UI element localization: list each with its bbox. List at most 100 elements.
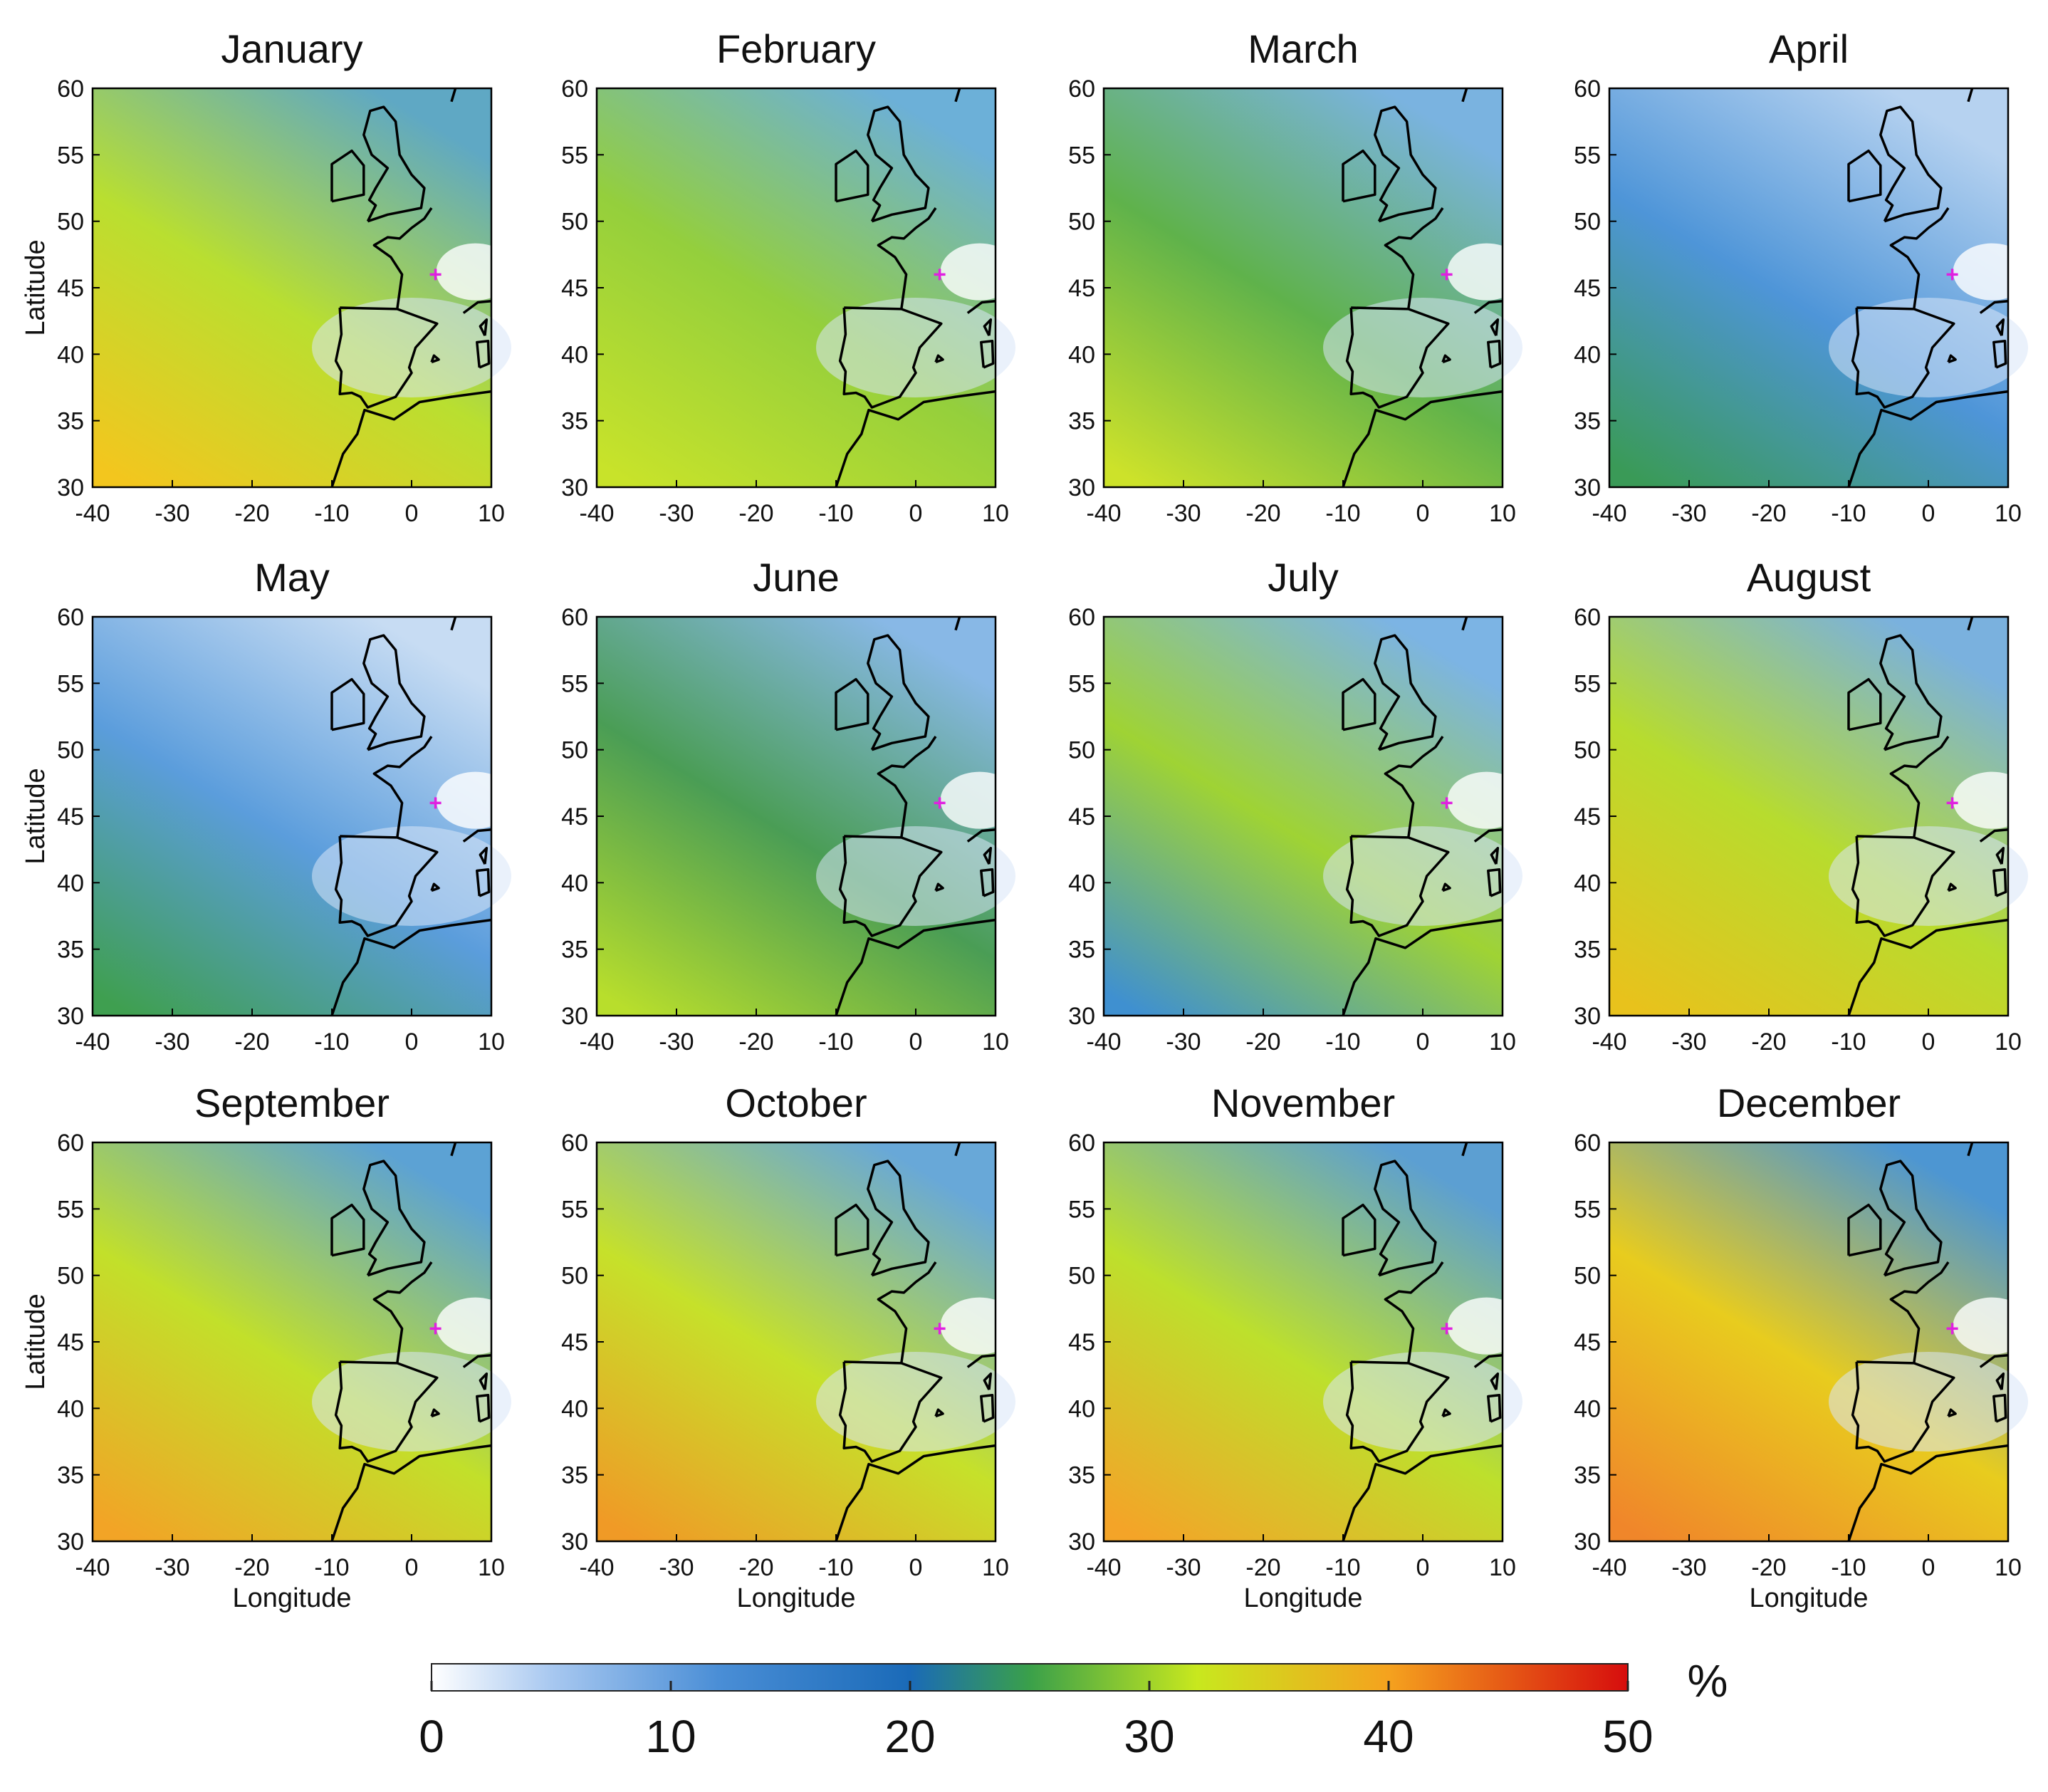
coastline bbox=[1345, 835, 1450, 937]
coastline bbox=[877, 736, 937, 838]
x-tick-label: 0 bbox=[405, 1028, 419, 1056]
y-tick-label: 35 bbox=[1068, 1462, 1095, 1489]
x-tick-label: 0 bbox=[405, 1554, 419, 1581]
coastline bbox=[476, 339, 491, 369]
land-low-values bbox=[1323, 826, 1522, 926]
coastline bbox=[1342, 149, 1376, 203]
coastline bbox=[1879, 1160, 1943, 1277]
coastline bbox=[479, 847, 489, 865]
x-tick-label: -20 bbox=[1245, 1028, 1280, 1056]
y-tick-label: 50 bbox=[1068, 1263, 1095, 1290]
coastline bbox=[980, 868, 995, 897]
x-tick-label: -20 bbox=[1751, 1028, 1786, 1056]
y-tick-label: 35 bbox=[57, 408, 84, 435]
y-tick-label: 60 bbox=[57, 1130, 84, 1157]
y-tick-label: 45 bbox=[1068, 1329, 1095, 1356]
coastline bbox=[934, 1408, 944, 1418]
y-tick-label: 45 bbox=[561, 1329, 588, 1356]
alps-low-values bbox=[940, 771, 1019, 829]
coastline bbox=[934, 882, 944, 892]
coastline bbox=[479, 1372, 489, 1390]
coastline bbox=[983, 318, 993, 336]
map-panel: October -40 -30 -20 -10 0 10 30 35 40 45 50 55 60 Long… bbox=[561, 1080, 1019, 1613]
coastline bbox=[1342, 918, 1503, 1016]
y-axis-label: Latitude bbox=[21, 768, 51, 864]
x-tick-label: 0 bbox=[909, 1028, 923, 1056]
x-axis-label: Longitude bbox=[737, 1583, 856, 1613]
site-marker bbox=[1441, 1323, 1453, 1335]
coastline bbox=[1847, 390, 2009, 488]
y-tick-label: 35 bbox=[561, 937, 588, 964]
y-tick-label: 55 bbox=[1574, 1196, 1601, 1223]
y-axis-label: Latitude bbox=[21, 239, 51, 335]
coastline bbox=[479, 318, 489, 336]
alps-low-values bbox=[436, 771, 515, 829]
y-tick-label: 40 bbox=[1574, 1395, 1601, 1422]
y-tick-label: 35 bbox=[561, 408, 588, 435]
x-tick-label: -20 bbox=[1245, 1554, 1280, 1581]
coastline bbox=[1847, 677, 1882, 731]
x-tick-label: 10 bbox=[982, 500, 1009, 527]
coastline bbox=[1992, 868, 2007, 897]
x-tick-label: -20 bbox=[234, 1554, 269, 1581]
coastline bbox=[1490, 1372, 1500, 1390]
x-tick-label: 10 bbox=[982, 1554, 1009, 1581]
x-tick-label: -30 bbox=[659, 1554, 694, 1581]
x-tick-label: -30 bbox=[155, 1554, 189, 1581]
field-shading bbox=[93, 88, 491, 487]
coastline bbox=[1851, 306, 1955, 409]
y-tick-label: 30 bbox=[1068, 1003, 1095, 1030]
coastline bbox=[934, 354, 944, 364]
y-tick-label: 35 bbox=[1068, 937, 1095, 964]
x-tick-label: -10 bbox=[314, 1028, 349, 1056]
coastline bbox=[835, 918, 996, 1016]
y-tick-label: 30 bbox=[561, 474, 588, 501]
y-tick-label: 60 bbox=[1574, 75, 1601, 103]
coastline bbox=[1992, 1393, 2007, 1423]
coastline bbox=[362, 105, 426, 223]
coastline bbox=[1441, 1408, 1451, 1418]
panel-title: March bbox=[1248, 26, 1359, 71]
y-tick-label: 60 bbox=[561, 75, 588, 103]
coastline bbox=[954, 88, 961, 103]
x-tick-label: -20 bbox=[234, 1028, 269, 1056]
panel-title: February bbox=[716, 26, 876, 71]
x-tick-label: -30 bbox=[659, 1028, 694, 1056]
y-tick-label: 50 bbox=[1068, 737, 1095, 764]
x-tick-label: 10 bbox=[1489, 500, 1516, 527]
land-low-values bbox=[1829, 826, 2028, 926]
x-tick-label: 0 bbox=[1922, 1554, 1935, 1581]
x-tick-label: -40 bbox=[1592, 1028, 1626, 1056]
y-tick-label: 40 bbox=[561, 341, 588, 368]
coastline bbox=[330, 149, 365, 203]
x-tick-label: -40 bbox=[579, 1028, 614, 1056]
alps-low-values bbox=[1447, 771, 1526, 829]
coastline bbox=[462, 299, 492, 314]
y-tick-label: 30 bbox=[1068, 474, 1095, 501]
coastline bbox=[330, 390, 492, 488]
land-low-values bbox=[1323, 298, 1522, 397]
map-panel: January -40 -30 -20 -10 0 10 30 35 40 45 50 55 60 Lati… bbox=[21, 26, 515, 527]
coastline bbox=[1345, 1360, 1450, 1463]
y-tick-label: 40 bbox=[561, 870, 588, 897]
panel-title: January bbox=[221, 26, 362, 71]
y-tick-label: 40 bbox=[57, 1395, 84, 1422]
x-tick-label: 10 bbox=[1995, 1028, 2022, 1056]
coastline bbox=[450, 616, 457, 631]
x-tick-label: -30 bbox=[1671, 1554, 1706, 1581]
y-tick-label: 35 bbox=[1068, 408, 1095, 435]
coastline bbox=[476, 1393, 491, 1423]
coastline bbox=[835, 1444, 996, 1542]
coastline bbox=[1384, 1261, 1444, 1364]
coastline bbox=[330, 918, 492, 1016]
land-low-values bbox=[312, 298, 511, 397]
land-low-values bbox=[1829, 1352, 2028, 1452]
y-tick-label: 30 bbox=[561, 1003, 588, 1030]
coastline bbox=[1992, 339, 2007, 369]
coastline bbox=[838, 835, 943, 937]
y-tick-label: 40 bbox=[1068, 1395, 1095, 1422]
coastline bbox=[835, 1203, 869, 1257]
x-tick-label: -10 bbox=[1831, 1028, 1866, 1056]
y-tick-label: 50 bbox=[561, 209, 588, 236]
x-tick-label: -10 bbox=[818, 500, 853, 527]
